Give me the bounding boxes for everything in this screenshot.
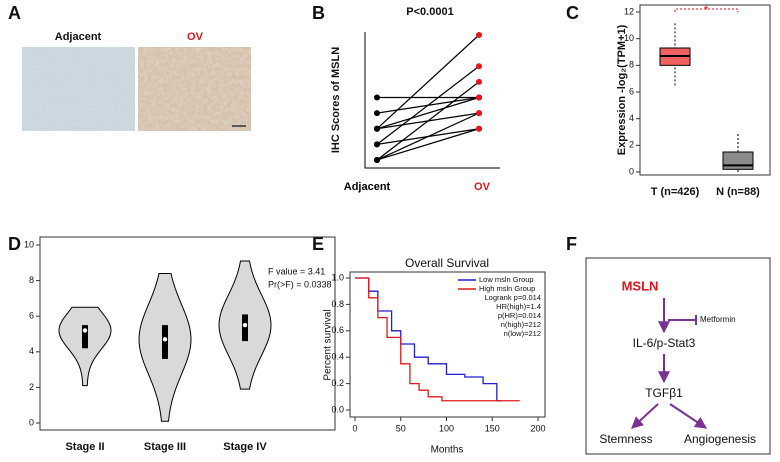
point [374,125,380,132]
y-tick-label: 0.0 [331,404,344,414]
y-tick-label: 0.8 [331,299,344,309]
point [374,94,380,101]
pair-line [376,96,480,114]
node: MSLN [622,278,659,293]
stat-text: Logrank p=0.014 [484,293,541,302]
sig-mark: * [704,3,709,17]
x-tick-label: OV [474,181,491,193]
histology-texture [138,47,251,131]
x-tick-label: N (n=88) [716,186,760,198]
survival-curve [355,277,520,402]
panel-letter: C [566,3,579,23]
y-tick-label: 0 [629,166,634,176]
stat-text: HR(high)=1.4 [496,302,541,311]
survival-curve [355,277,502,402]
chart-title: P<0.0001 [406,6,453,18]
x-tick-label: 100 [439,423,454,433]
arrow [669,403,707,429]
point [476,78,482,85]
x-tick-label: Stage II [65,441,104,453]
x-tick-label: 0 [352,423,357,433]
panel-letter: E [312,234,324,254]
chart-title: Overall Survival [405,256,489,270]
sig-bracket [674,8,739,12]
panel-letter: B [312,3,325,23]
point [476,63,482,70]
pair-line [376,128,480,161]
annotation: F value = 3.41 [268,266,325,276]
x-axis-label: Months [431,445,464,456]
diagram-frame [585,257,771,455]
image-label: Adjacent [55,31,102,43]
annotation: Pr(>F) = 0.0338 [268,279,332,289]
arrow [631,403,659,429]
y-axis-label: Percent survival [323,309,334,380]
point [476,94,482,101]
box [722,151,754,170]
node: Metformin [700,315,736,324]
y-tick-label: 0.6 [331,325,344,335]
x-tick-label: 50 [396,423,406,433]
y-tick-label: 0 [29,417,34,427]
plot-frame [349,271,546,418]
stat-text: n(low)=212 [504,329,541,338]
y-tick-label: 10 [624,33,634,43]
y-tick-label: 4 [629,113,634,123]
axis [364,32,500,169]
y-tick-label: 8 [29,275,34,285]
node: Stemness [599,432,652,446]
y-tick-label: 10 [24,239,34,249]
x-tick-label: Adjacent [344,181,391,193]
pair-line [376,81,480,161]
y-axis-label: IHC Scores of MSLN [330,47,342,153]
histology-texture [22,47,135,131]
image-label: OV [187,31,204,43]
panel-letter: D [8,234,21,254]
y-tick-label: 1.0 [331,272,344,282]
plot-frame [39,236,336,431]
legend-label: High msln Group [479,284,535,293]
point [374,110,380,117]
x-tick-label: Stage III [144,441,186,453]
node: TGFβ1 [645,386,683,400]
node: IL-6/p-Stat3 [633,336,696,350]
x-tick-label: 200 [530,423,545,433]
point [476,32,482,38]
y-axis-label: Expression -log₂(TPM+1) [616,24,628,155]
y-tick-label: 8 [629,60,634,70]
point [476,110,482,117]
plot-frame [639,4,771,176]
violin-median [242,322,248,328]
y-tick-label: 12 [624,6,634,16]
panel-letter: F [566,234,577,254]
violin-median [82,328,88,333]
point [374,141,380,148]
y-tick-label: 0.2 [331,378,344,388]
y-tick-label: 0.4 [331,352,344,362]
point [476,125,482,132]
y-tick-label: 2 [629,140,634,150]
pair-line [376,96,480,130]
violin-median [162,337,168,342]
x-tick-label: Stage IV [223,441,267,453]
point [374,157,380,163]
x-tick-label: T (n=426) [651,186,700,198]
node: Angiogenesis [684,432,756,446]
y-tick-label: 4 [29,346,34,356]
panel-letter: A [8,3,21,23]
pair-line [376,112,480,161]
stat-text: n(high)=212 [501,320,541,329]
legend-label: Low msln Group [479,275,534,284]
x-tick-label: 150 [485,423,500,433]
y-tick-label: 6 [629,86,634,96]
y-tick-label: 6 [29,311,34,321]
y-tick-label: 2 [29,382,34,392]
stat-text: p(HR)=0.014 [498,311,541,320]
pair-line [376,34,480,130]
